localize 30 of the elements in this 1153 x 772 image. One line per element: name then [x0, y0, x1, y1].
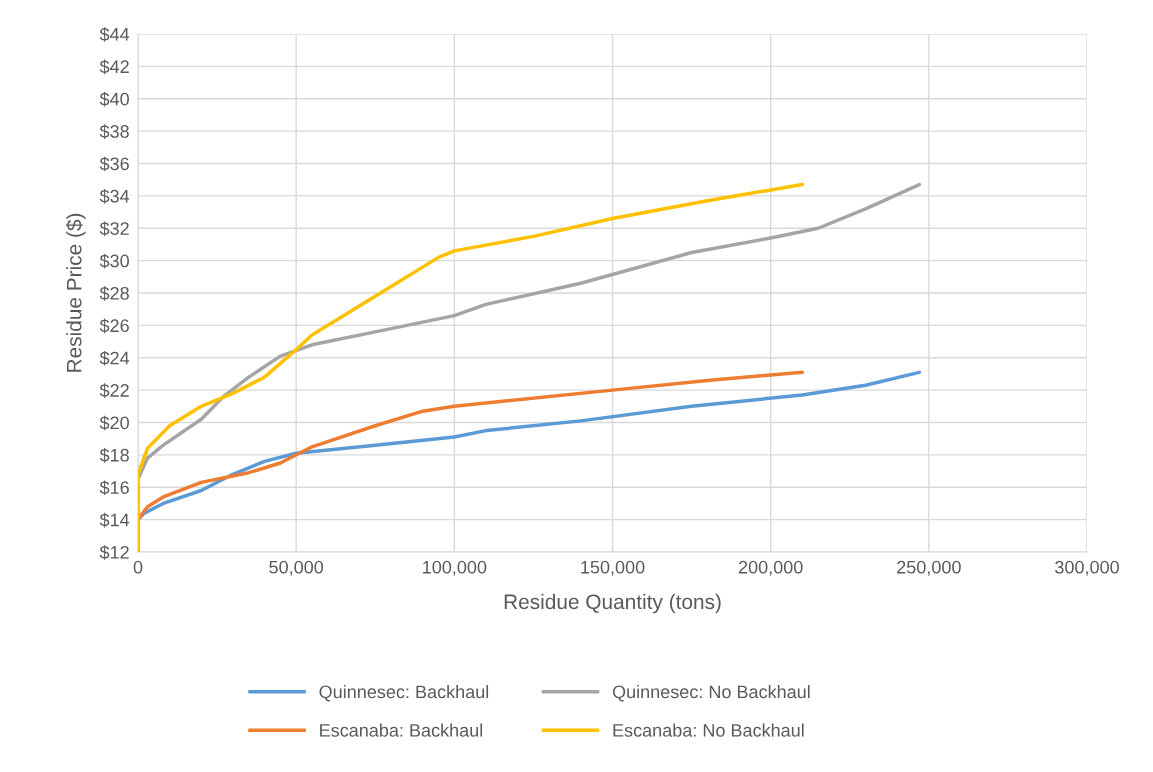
x-tick-label: 100,000 [423, 560, 487, 576]
y-tick-label: $32 [99, 221, 129, 237]
y-tick-label: $28 [99, 286, 129, 301]
y-tick-label: $24 [99, 350, 130, 366]
y-tick-label: $42 [99, 59, 129, 75]
y-tick-label: $26 [99, 318, 129, 334]
y-tick-label: $14 [99, 512, 130, 528]
x-tick-label: 250,000 [897, 560, 961, 576]
legend-label: Quinnesec: Backhaul [319, 684, 489, 702]
x-tick-label: 300,000 [1055, 560, 1119, 576]
y-tick-label: $38 [99, 124, 129, 139]
y-tick-label: $22 [99, 383, 129, 398]
legend-label: Quinnesec: No Backhaul [612, 684, 810, 702]
y-tick-label: $40 [99, 91, 129, 107]
y-tick-label: $44 [99, 27, 130, 42]
y-tick-label: $20 [99, 415, 129, 431]
x-tick-label: 150,000 [581, 560, 645, 576]
y-tick-label: $36 [99, 156, 129, 172]
y-tick-label: $16 [99, 480, 129, 496]
legend-label: Escanaba: Backhaul [320, 723, 483, 737]
x-axis-title: Residue Quantity (tons) [504, 593, 721, 614]
y-tick-label: $18 [99, 448, 129, 463]
x-tick-label: 50,000 [269, 560, 324, 576]
x-tick-label: 200,000 [738, 560, 803, 576]
y-tick-label: $30 [99, 253, 129, 269]
y-tick-label: $12 [99, 545, 129, 560]
x-tick-label: 0 [133, 560, 143, 574]
y-tick-label: $34 [99, 189, 130, 204]
legend-label: Escanaba: No Backhaul [613, 723, 804, 737]
y-axis-title: Residue Price ($) [65, 213, 86, 372]
